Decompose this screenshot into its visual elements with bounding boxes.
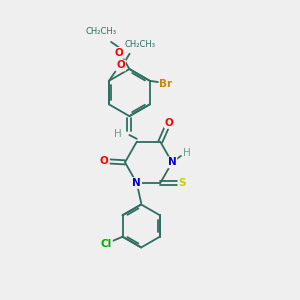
Text: O: O: [116, 61, 125, 70]
Text: H: H: [183, 148, 191, 158]
Text: N: N: [168, 158, 176, 167]
Text: N: N: [132, 178, 141, 188]
Text: O: O: [165, 118, 173, 128]
Text: Br: Br: [159, 79, 172, 89]
Text: S: S: [178, 178, 186, 188]
Text: CH₂CH₃: CH₂CH₃: [86, 27, 117, 36]
Text: CH₂CH₃: CH₂CH₃: [124, 40, 155, 50]
Text: Cl: Cl: [101, 239, 112, 249]
Text: O: O: [115, 48, 124, 58]
Text: H: H: [114, 129, 122, 139]
Text: O: O: [100, 156, 109, 166]
